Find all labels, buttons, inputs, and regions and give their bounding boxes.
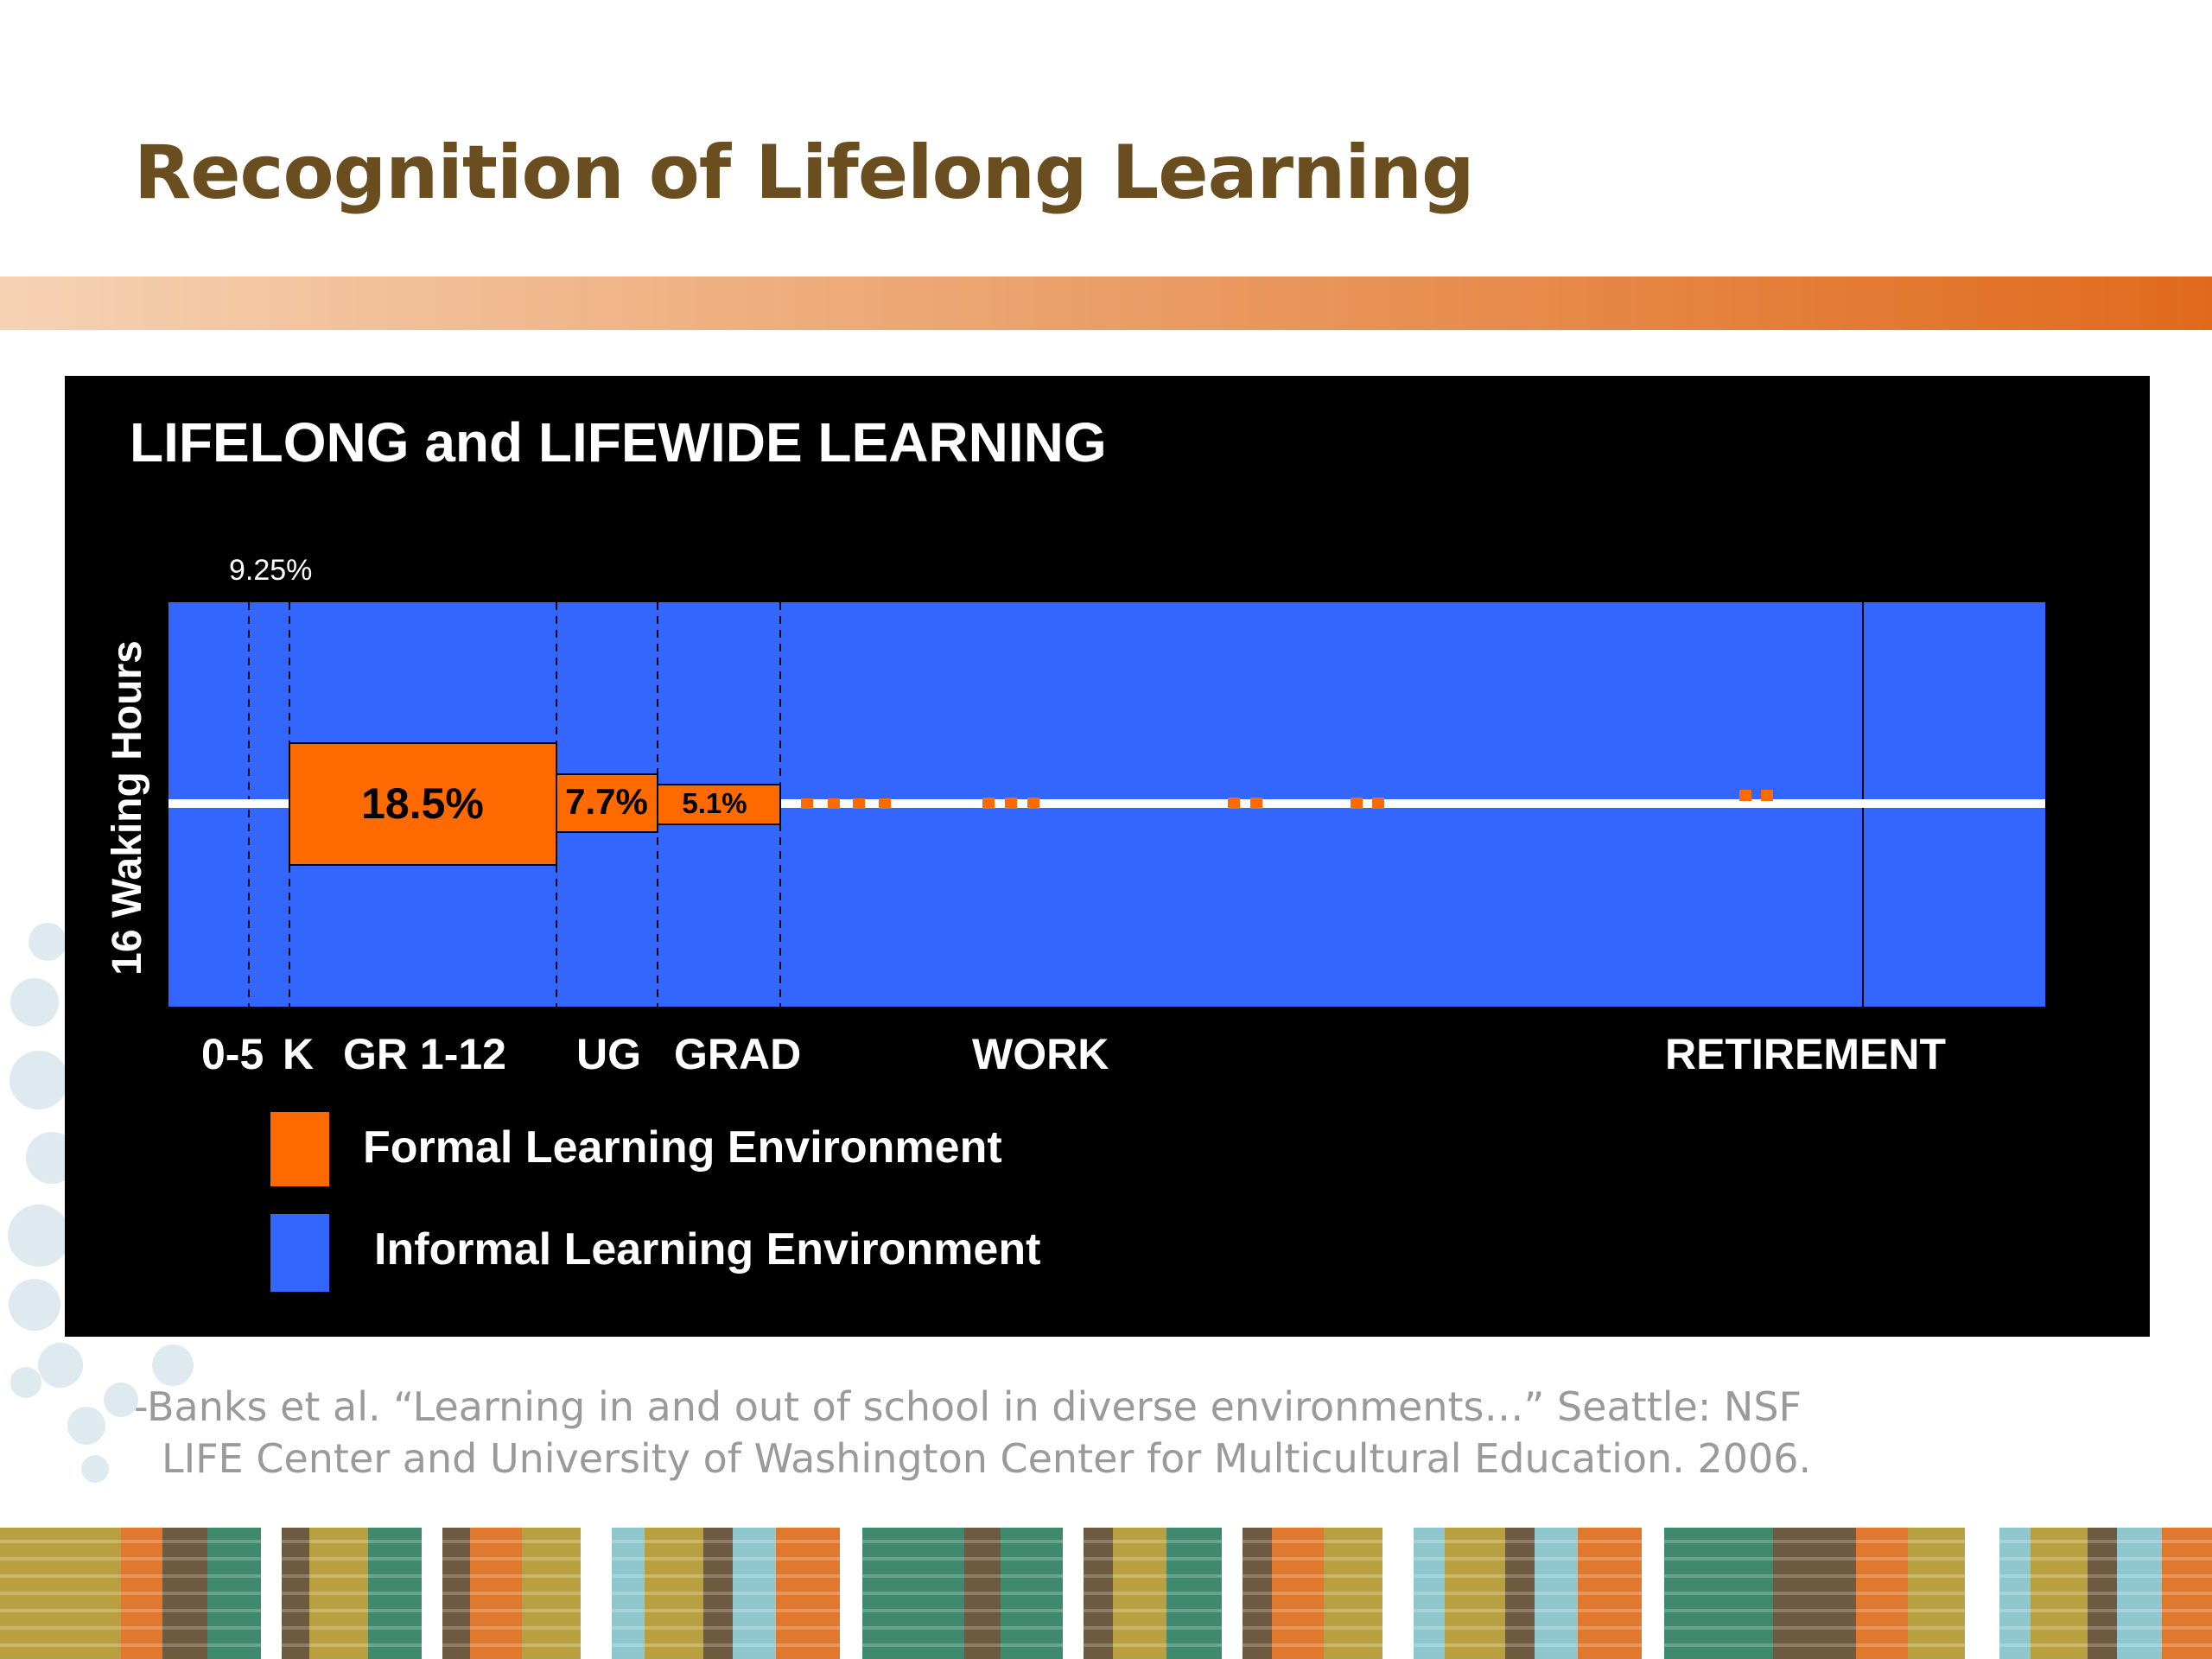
stage-label: GRAD bbox=[674, 1030, 801, 1078]
formal-block-label: 5.1% bbox=[682, 787, 747, 819]
top-annotation: 9.25% bbox=[229, 554, 312, 587]
decorative-dots bbox=[8, 923, 194, 1483]
formal-block-grad bbox=[657, 784, 781, 825]
formal-episode-mark bbox=[801, 798, 813, 809]
y-axis-label: 16 Waking Hours bbox=[105, 640, 150, 976]
slide-title: Recognition of Lifelong Learning bbox=[134, 130, 1475, 216]
decorative-stripe-band bbox=[0, 1528, 2212, 1659]
formal-episode-mark bbox=[828, 798, 840, 809]
stage-label: GR 1-12 bbox=[343, 1030, 506, 1078]
lifelong-learning-diagram: 18.5% 7.7% 5.1% 9.25% 16 Waking Hours 0-… bbox=[105, 554, 2045, 1292]
diagram-title: LIFELONG and LIFEWIDE LEARNING bbox=[130, 411, 1107, 474]
formal-block-label: 7.7% bbox=[565, 781, 648, 822]
legend-label-formal: Formal Learning Environment bbox=[363, 1122, 1002, 1173]
formal-episode-mark bbox=[1005, 798, 1017, 809]
formal-episode-mark bbox=[1228, 798, 1240, 809]
formal-episode-mark bbox=[853, 798, 865, 809]
formal-episode-mark bbox=[879, 798, 891, 809]
stage-label: K bbox=[283, 1030, 314, 1078]
stage-label: 0-5 bbox=[201, 1030, 264, 1078]
diagram-panel: LIFELONG and LIFEWIDE LEARNING 18.5% 7.7… bbox=[65, 376, 2150, 1337]
citation-line: -Banks et al. “Learning in and out of sc… bbox=[134, 1383, 1802, 1430]
midline bbox=[168, 799, 2045, 808]
citation: -Banks et al. “Learning in and out of sc… bbox=[134, 1381, 2035, 1484]
formal-block-gr1-12 bbox=[289, 742, 557, 866]
formal-block-label: 18.5% bbox=[361, 779, 484, 828]
citation-line: LIFE Center and University of Washington… bbox=[162, 1435, 1812, 1482]
formal-episode-mark bbox=[1351, 798, 1363, 809]
formal-episode-mark bbox=[1761, 790, 1773, 801]
formal-episode-mark bbox=[1027, 798, 1039, 809]
accent-bar bbox=[0, 276, 2212, 330]
legend-swatch-informal bbox=[270, 1214, 329, 1292]
formal-block-ug bbox=[556, 773, 658, 833]
formal-episode-mark bbox=[1739, 790, 1751, 801]
legend-swatch-formal bbox=[270, 1112, 329, 1186]
legend-label-informal: Informal Learning Environment bbox=[374, 1224, 1040, 1274]
stage-label: WORK bbox=[972, 1030, 1109, 1078]
formal-episode-mark bbox=[1250, 798, 1262, 809]
formal-episode-mark bbox=[982, 798, 995, 809]
stage-label: RETIREMENT bbox=[1665, 1030, 1946, 1078]
stage-label: UG bbox=[576, 1030, 641, 1078]
formal-episode-mark bbox=[1372, 798, 1384, 809]
